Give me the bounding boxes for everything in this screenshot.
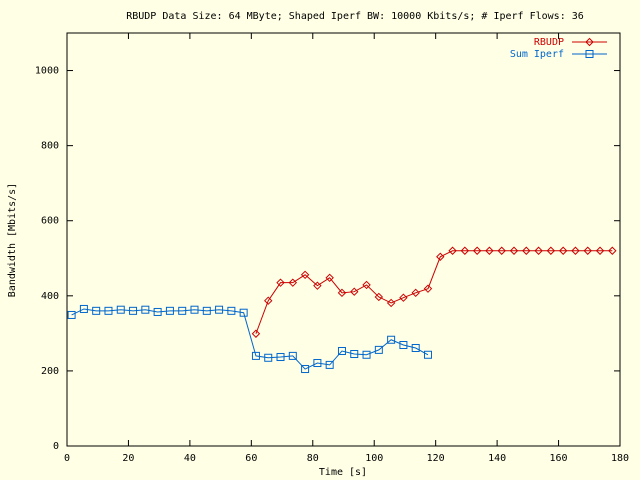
- marker: [79, 304, 88, 313]
- marker: [423, 284, 433, 293]
- marker: [300, 270, 310, 279]
- marker: [374, 345, 383, 354]
- x-tick-label: 160: [550, 453, 568, 464]
- marker: [165, 306, 174, 315]
- marker: [386, 298, 396, 308]
- marker: [129, 306, 138, 315]
- marker: [215, 305, 224, 314]
- y-tick-label: 400: [41, 291, 59, 302]
- marker: [67, 310, 76, 319]
- marker: [585, 37, 594, 47]
- marker: [509, 246, 519, 255]
- marker: [497, 246, 506, 255]
- marker: [264, 353, 273, 362]
- marker: [362, 350, 371, 359]
- legend-label: Sum Iperf: [510, 49, 564, 60]
- x-tick-label: 100: [365, 453, 383, 464]
- marker: [313, 359, 322, 368]
- y-tick-label: 1000: [35, 66, 59, 77]
- marker: [190, 305, 199, 314]
- marker: [325, 360, 334, 369]
- marker: [608, 246, 617, 255]
- y-axis-label: Bandwidth [Mbits/s]: [7, 183, 18, 297]
- marker: [337, 347, 346, 356]
- marker: [522, 246, 531, 255]
- marker: [534, 246, 543, 255]
- marker: [227, 306, 236, 315]
- marker: [104, 306, 113, 315]
- marker: [399, 293, 408, 302]
- y-tick-label: 200: [41, 366, 59, 377]
- marker: [337, 288, 347, 298]
- marker: [583, 246, 592, 255]
- marker: [546, 246, 556, 255]
- marker: [585, 50, 594, 58]
- marker: [239, 308, 248, 317]
- marker: [264, 296, 273, 305]
- marker: [251, 329, 261, 338]
- marker: [350, 350, 359, 359]
- marker: [92, 306, 101, 315]
- marker: [571, 246, 580, 255]
- chart-title: RBUDP Data Size: 64 MByte; Shaped Iperf …: [126, 11, 584, 22]
- y-tick-label: 800: [41, 141, 59, 152]
- marker: [399, 341, 408, 350]
- marker: [411, 288, 420, 298]
- marker: [460, 246, 470, 255]
- y-tick-label: 600: [41, 216, 59, 227]
- x-tick-label: 60: [245, 453, 257, 464]
- marker: [595, 246, 605, 255]
- x-tick-label: 120: [427, 453, 445, 464]
- marker: [141, 305, 150, 314]
- marker: [178, 306, 187, 315]
- x-tick-label: 80: [307, 453, 319, 464]
- marker: [153, 307, 162, 316]
- marker: [423, 350, 432, 359]
- marker: [485, 246, 494, 255]
- x-tick-label: 180: [611, 453, 629, 464]
- marker: [387, 335, 396, 344]
- series-line: [71, 308, 429, 370]
- x-tick-label: 140: [488, 453, 506, 464]
- marker: [350, 287, 359, 296]
- x-tick-label: 0: [64, 453, 70, 464]
- x-axis-label: Time [s]: [319, 467, 367, 478]
- marker: [288, 278, 298, 287]
- x-tick-label: 40: [184, 453, 196, 464]
- marker: [362, 280, 371, 290]
- legend-label: RBUDP: [534, 37, 564, 48]
- marker: [202, 306, 211, 315]
- marker: [301, 365, 310, 374]
- marker: [325, 273, 334, 283]
- marker: [251, 351, 260, 360]
- marker: [374, 292, 384, 302]
- marker: [288, 351, 297, 360]
- y-tick-label: 0: [53, 441, 59, 452]
- marker: [276, 278, 285, 287]
- marker: [448, 246, 457, 255]
- marker: [411, 344, 420, 353]
- marker: [116, 305, 125, 314]
- marker: [276, 353, 285, 362]
- marker: [558, 246, 568, 255]
- plot-frame: [66, 32, 621, 447]
- marker: [436, 252, 445, 261]
- x-tick-label: 20: [122, 453, 134, 464]
- marker: [472, 246, 482, 255]
- marker: [313, 281, 322, 290]
